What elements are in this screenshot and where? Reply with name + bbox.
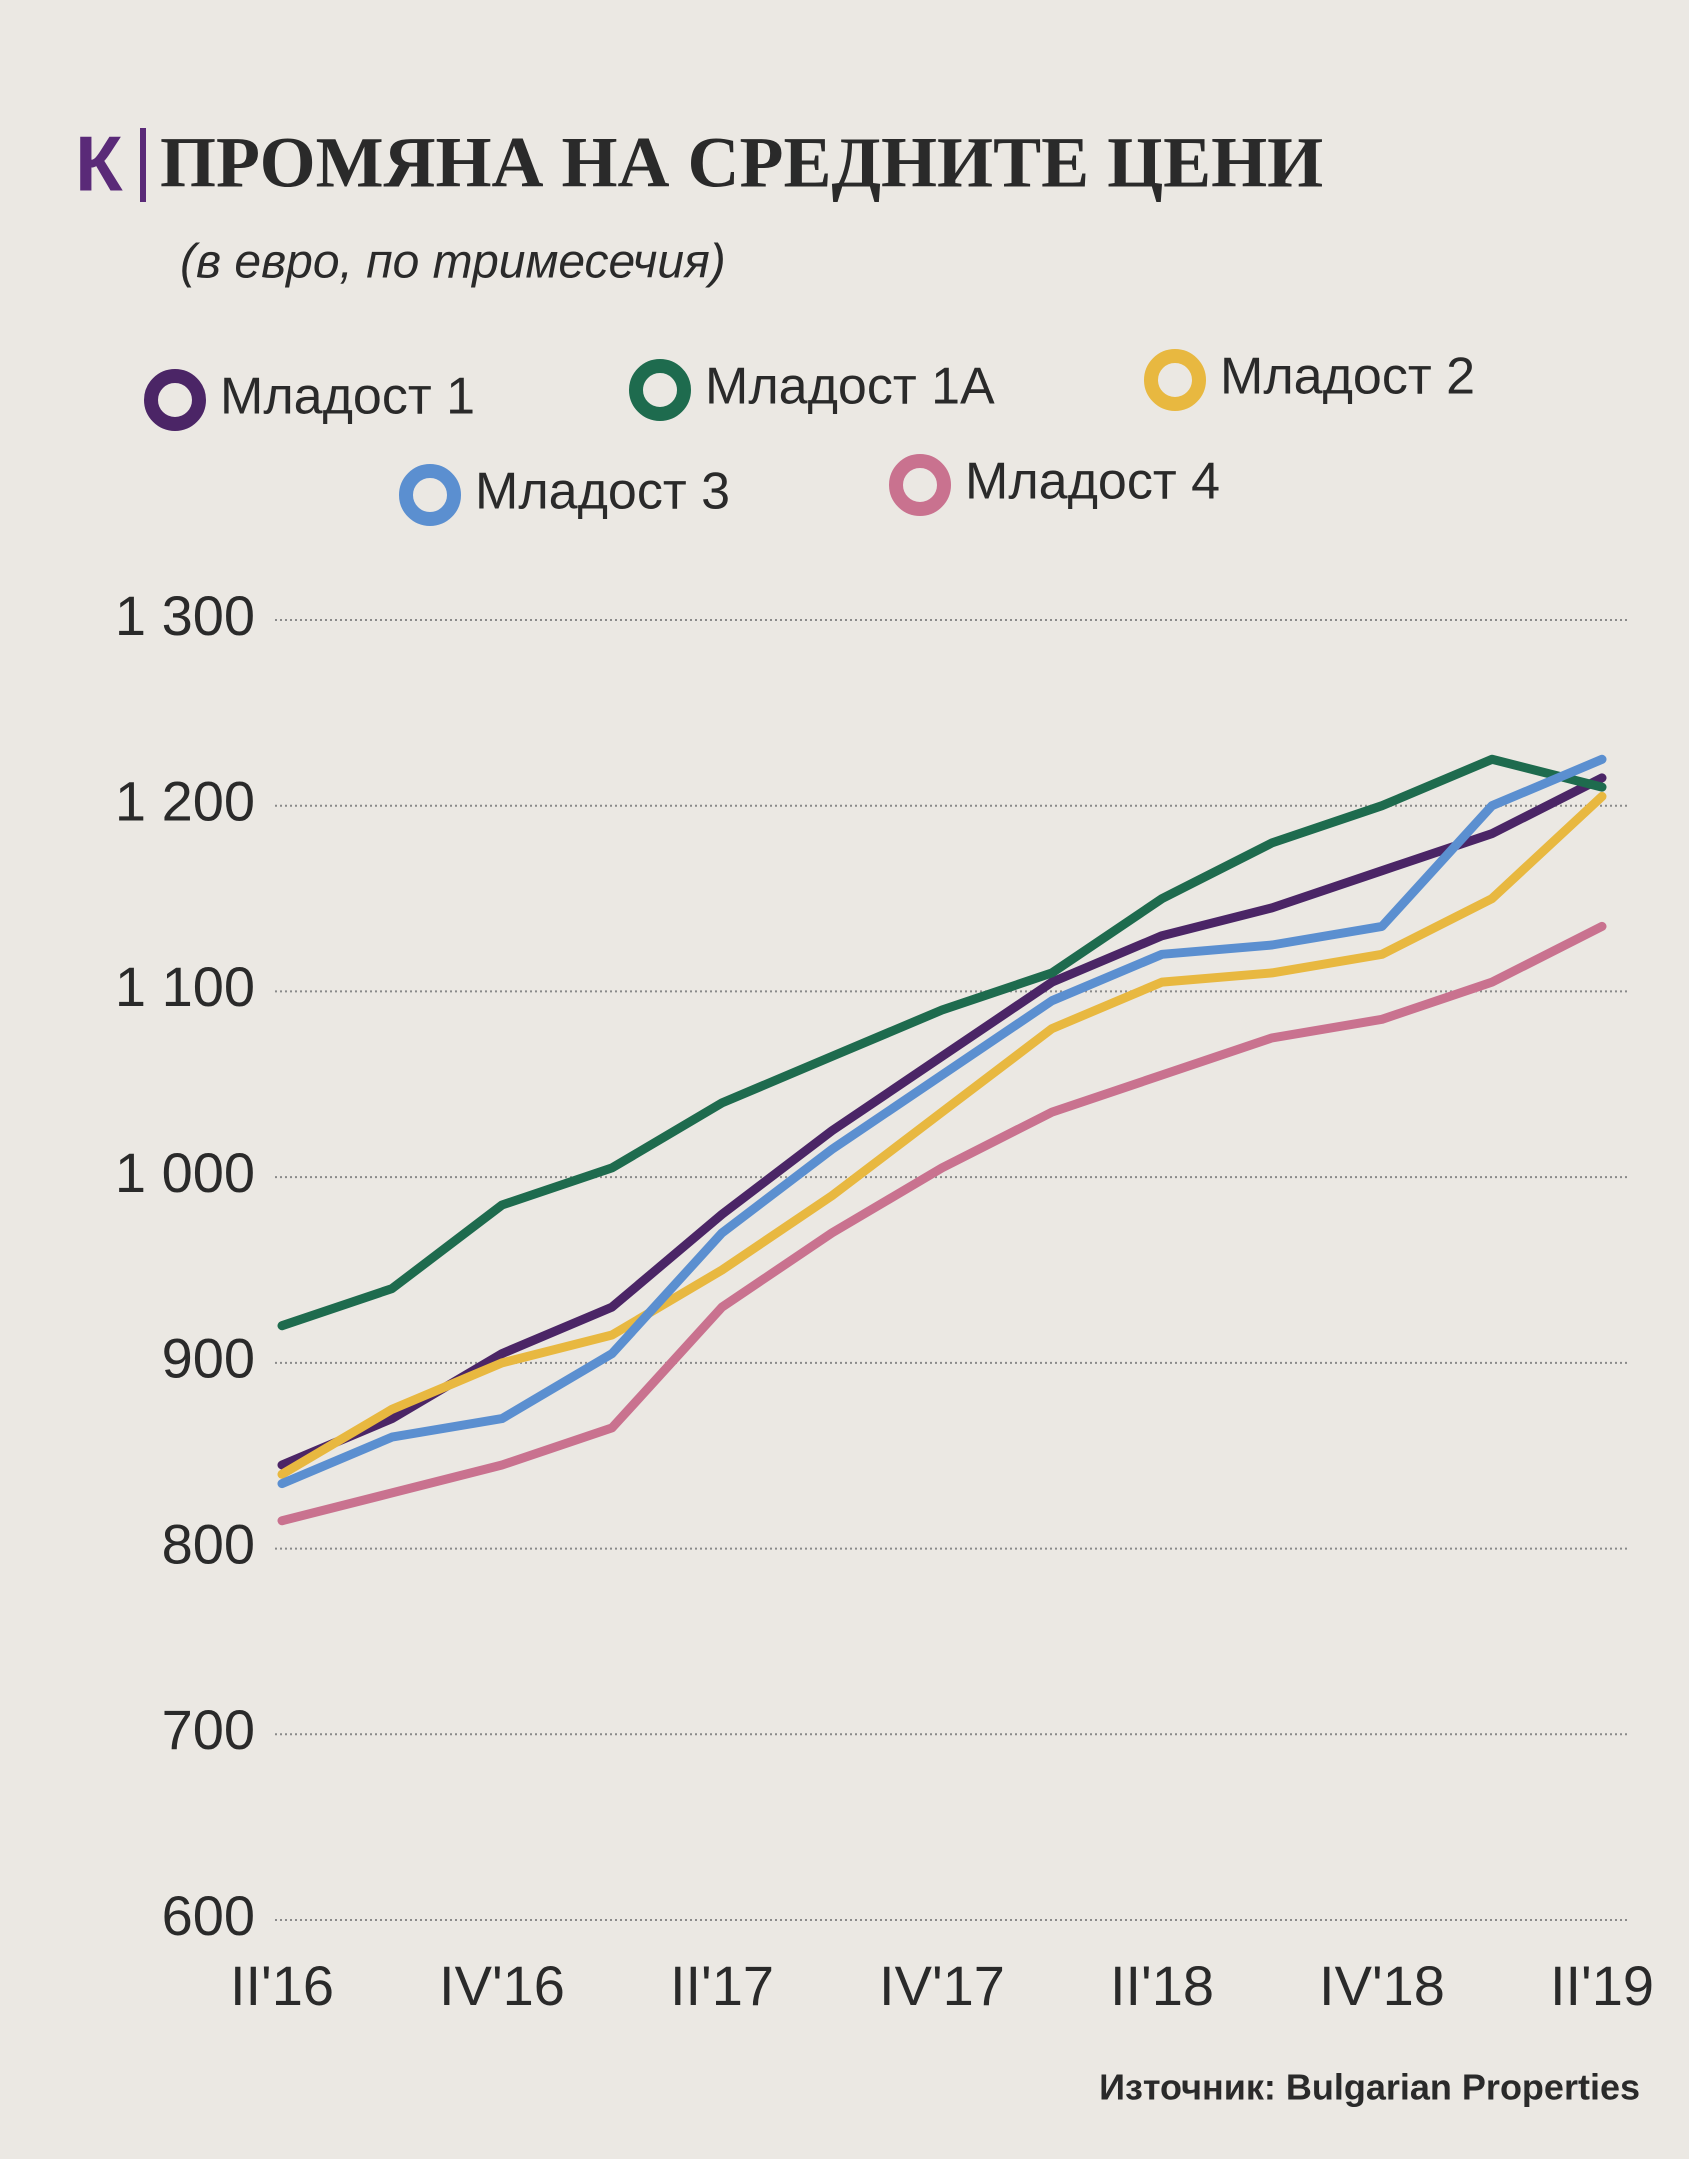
x-tick-label: II'18 (1110, 1954, 1214, 2017)
y-tick-label: 700 (162, 1698, 255, 1761)
y-tick-label: 800 (162, 1512, 255, 1575)
line-series (277, 773, 1607, 1470)
legend-marker (889, 454, 951, 516)
legend-label: Младост 4 (965, 453, 1220, 511)
x-tick-label: IV'17 (879, 1954, 1005, 2017)
logo: К (75, 120, 123, 208)
logo-divider (140, 128, 146, 202)
line-series (277, 921, 1607, 1526)
legend-marker (399, 464, 461, 526)
y-tick-label: 1 100 (115, 955, 255, 1018)
chart-title: ПРОМЯНА НА СРЕДНИТЕ ЦЕНИ (160, 123, 1323, 203)
legend-label: Младост 2 (1220, 348, 1475, 406)
legend-label: Младост 1 (220, 368, 475, 426)
line-series (277, 754, 1607, 1331)
source: Източник: Bulgarian Properties (1099, 2067, 1640, 2108)
y-tick-label: 1 300 (115, 584, 255, 647)
legend-marker (1144, 349, 1206, 411)
legend-label: Младост 1А (705, 358, 995, 416)
legend-marker (144, 369, 206, 431)
legend-label: Младост 3 (475, 463, 730, 521)
x-tick-label: II'19 (1550, 1954, 1654, 2017)
legend-marker (629, 359, 691, 421)
line-series (277, 754, 1607, 1489)
chart-subtitle: (в евро, по тримесечия) (180, 236, 726, 289)
x-tick-label: II'16 (230, 1954, 334, 2017)
y-tick-label: 1 000 (115, 1141, 255, 1204)
y-tick-label: 1 200 (115, 770, 255, 833)
line-series (277, 791, 1607, 1479)
y-tick-label: 900 (162, 1327, 255, 1390)
y-tick-label: 600 (162, 1884, 255, 1947)
x-tick-label: II'17 (670, 1954, 774, 2017)
x-tick-label: IV'16 (439, 1954, 565, 2017)
x-tick-label: IV'18 (1319, 1954, 1445, 2017)
